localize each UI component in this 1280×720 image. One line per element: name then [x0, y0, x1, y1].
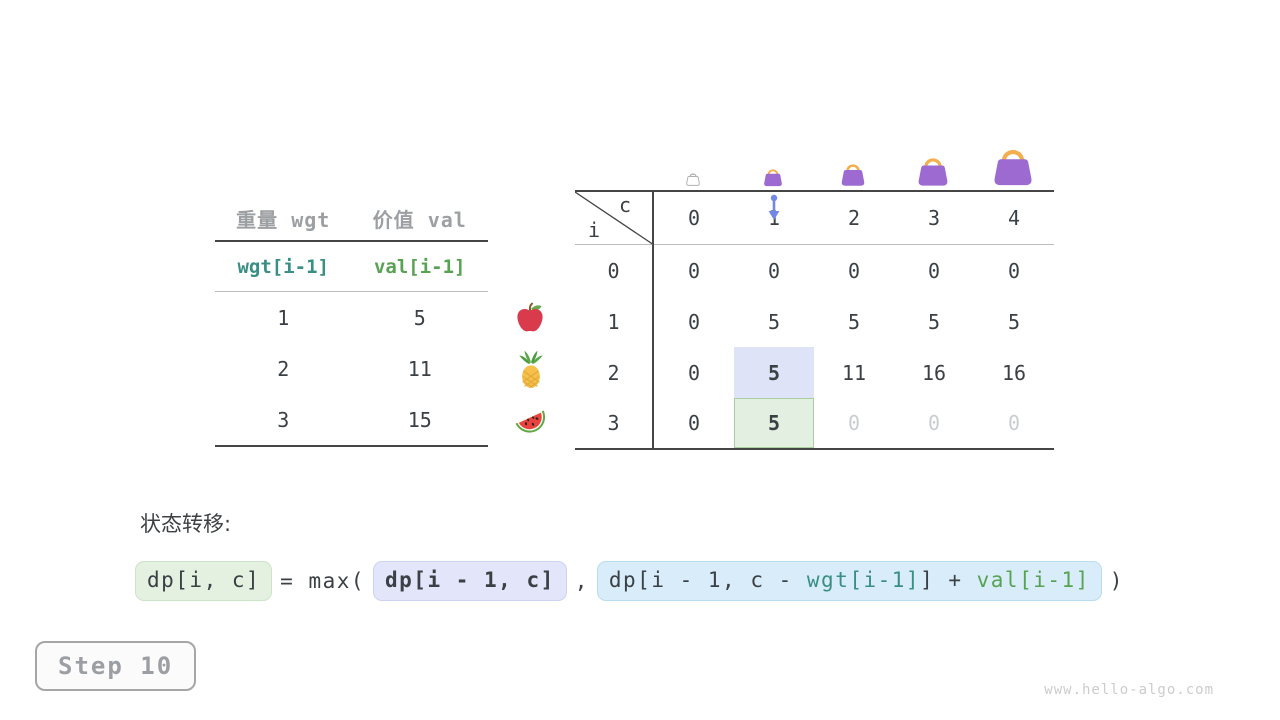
- dp-cell-r2-c4: 16: [1001, 360, 1027, 385]
- dp-cell-r3-c4: 0: [1007, 411, 1021, 435]
- formula-close-paren: ): [1109, 569, 1124, 593]
- dp-table-corner: c i: [575, 192, 654, 245]
- take-part1: dp[i - 1, c -: [608, 568, 807, 593]
- dp-cell-r1-c3: 5: [927, 309, 941, 334]
- apple-icon: [514, 302, 546, 338]
- bag-icon-1: [762, 166, 784, 191]
- dp-cell-r1-c0: 0: [687, 309, 701, 334]
- dp-cell-r0-c3: 0: [927, 258, 941, 283]
- dp-cell-r3-c1-target-highlight: 5: [734, 398, 814, 448]
- dp-cell-r2-c1-source-highlight: 5: [734, 347, 814, 398]
- state-transition-formula: dp[i, c] = max( dp[i - 1, c] , dp[i - 1,…: [135, 561, 1124, 601]
- capacity-variable-label: c: [619, 193, 632, 217]
- row-header-2: 2: [575, 347, 654, 398]
- col-header-3: 3: [894, 192, 974, 245]
- symbol-row: wgt[i-1] val[i-1]: [215, 242, 488, 292]
- empty-bag-icon: [685, 171, 701, 190]
- item-variable-label: i: [588, 218, 601, 242]
- dp-cell-r1-c2: 5: [847, 309, 861, 334]
- col-header-1: 1: [734, 192, 814, 245]
- row-header-3: 3: [575, 398, 654, 448]
- formula-lhs: dp[i, c]: [135, 561, 273, 601]
- watermark: www.hello-algo.com: [1044, 682, 1214, 698]
- formula-separator: ,: [574, 569, 589, 593]
- take-wgt: wgt[i-1]: [806, 568, 921, 593]
- state-transition-label: 状态转移:: [140, 512, 232, 536]
- dp-cell-r0-c4: 0: [1007, 258, 1021, 283]
- col-header-2: 2: [814, 192, 894, 245]
- take-val: val[i-1]: [976, 568, 1090, 593]
- item-weight: 2: [277, 356, 290, 381]
- step-badge: Step 10: [35, 641, 197, 691]
- bag-icon-3: [915, 153, 951, 191]
- col-header-4: 4: [974, 192, 1054, 245]
- item-row-2: 2 11: [215, 343, 488, 394]
- bag-icon-2: [839, 160, 867, 191]
- dp-cell-r3-c3: 0: [927, 411, 941, 435]
- item-value: 5: [413, 305, 426, 330]
- items-table: 重量 wgt 价值 val wgt[i-1] val[i-1] 1 5 2 11…: [215, 196, 488, 447]
- item-weight: 3: [277, 407, 290, 432]
- dp-cell-r0-c0: 0: [687, 258, 701, 283]
- weight-column-header: 重量 wgt: [236, 207, 331, 232]
- item-row-3: 3 15: [215, 394, 488, 445]
- val-symbol: val[i-1]: [373, 255, 466, 278]
- wgt-symbol: wgt[i-1]: [237, 255, 329, 278]
- dp-cell-r2-c0: 0: [687, 360, 701, 385]
- dp-cell-r3-c0: 0: [687, 411, 701, 435]
- formula-take-option: dp[i - 1, c - wgt[i-1]] + val[i-1]: [596, 561, 1102, 601]
- dp-cell-r0-c1: 0: [767, 258, 781, 283]
- dp-cell-r0-c2: 0: [847, 258, 861, 283]
- formula-max-open: = max(: [280, 569, 366, 593]
- value-column-header: 价值 val: [372, 207, 467, 232]
- dp-cell-r3-c2: 0: [847, 411, 861, 435]
- items-table-header: 重量 wgt 价值 val: [215, 196, 488, 242]
- dp-cell-r2-c2: 11: [841, 360, 867, 385]
- item-weight: 1: [277, 305, 290, 330]
- formula-keep-option: dp[i - 1, c]: [373, 561, 567, 601]
- take-part2: ] +: [920, 568, 977, 593]
- item-value: 15: [407, 407, 432, 432]
- dp-table: c i 0 1 2 3 4 0 0 0 0 0 0 1 0 5 5 5 5 2 …: [575, 190, 1054, 450]
- pineapple-icon: [516, 350, 546, 394]
- dp-cell-r1-c1: 5: [767, 309, 781, 334]
- bag-icon-4: [990, 143, 1036, 191]
- watermelon-icon: [512, 404, 548, 440]
- row-header-0: 0: [575, 245, 654, 296]
- col-header-0: 0: [654, 192, 734, 245]
- item-row-1: 1 5: [215, 292, 488, 343]
- dp-cell-r2-c3: 16: [921, 360, 947, 385]
- item-value: 11: [407, 356, 432, 381]
- dp-cell-r1-c4: 5: [1007, 309, 1021, 334]
- row-header-1: 1: [575, 296, 654, 347]
